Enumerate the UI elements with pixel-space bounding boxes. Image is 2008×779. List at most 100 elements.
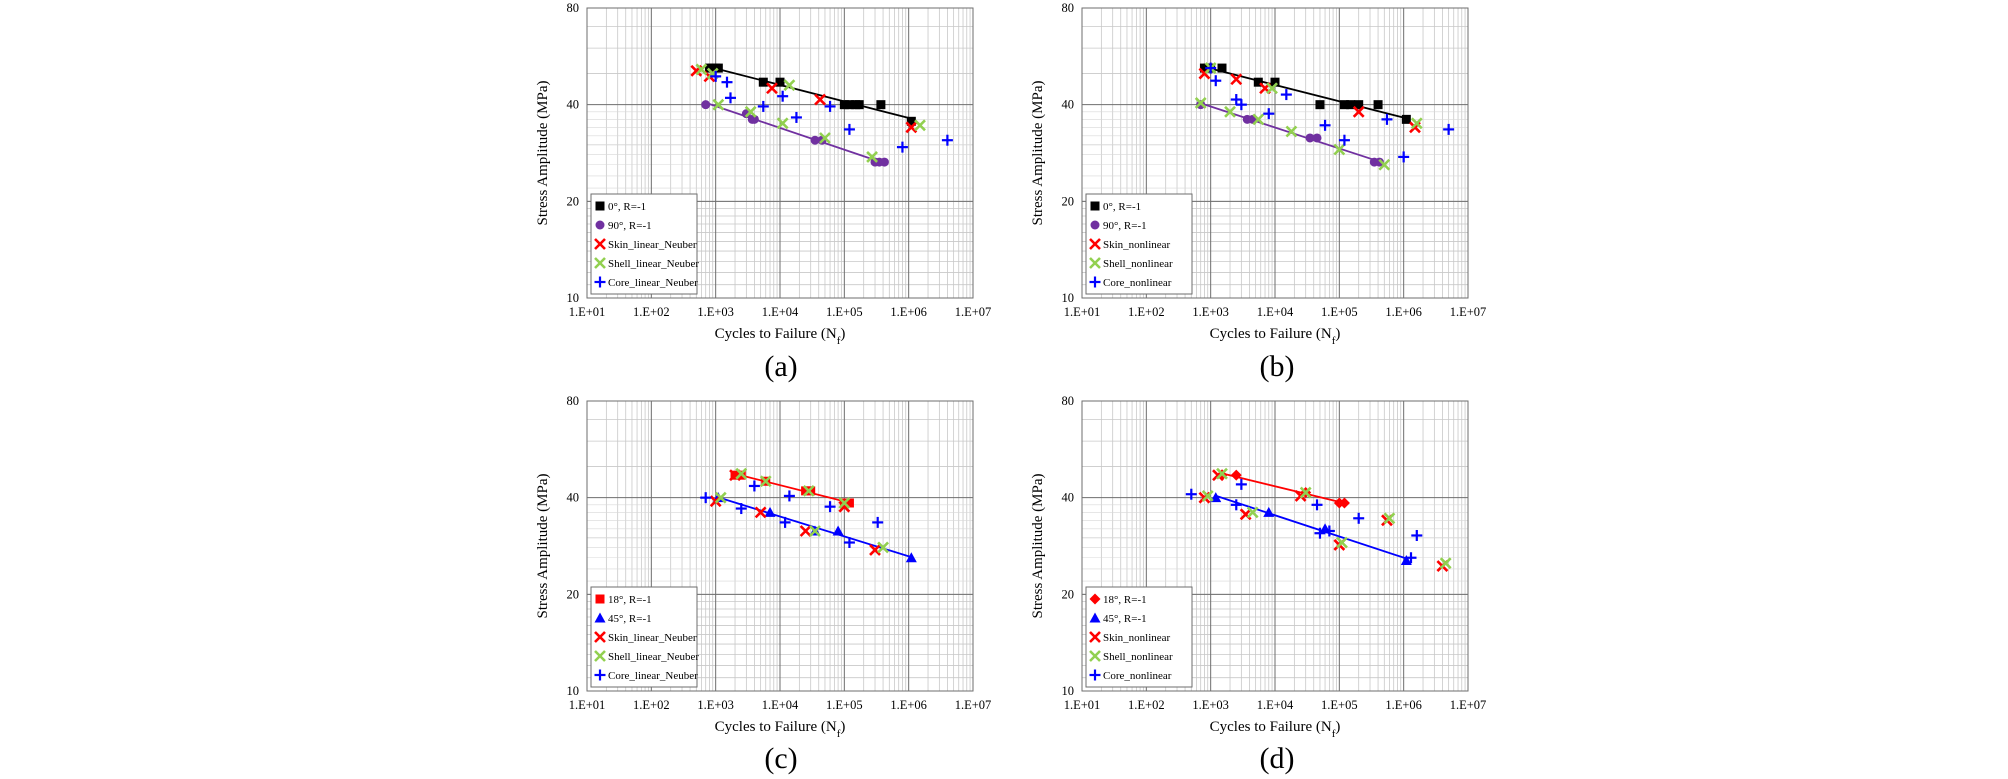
legend: 0°, R=-1 90°, R=-1 Skin_nonlinear Shell_non… — [1085, 193, 1193, 295]
data-point — [799, 525, 812, 537]
data-point — [854, 100, 864, 110]
data-point — [764, 506, 776, 517]
data-point — [1253, 77, 1263, 87]
data-point — [1381, 113, 1393, 125]
data-point — [1338, 497, 1350, 509]
data-point — [1235, 99, 1247, 111]
data-point — [914, 119, 926, 132]
y-tick-label: 40 — [567, 98, 580, 112]
data-point — [1266, 82, 1278, 95]
data-point — [872, 516, 884, 528]
x-tick-label: 1.E+03 — [697, 305, 734, 319]
y-axis-label: Stress Amplitude (MPa) — [1030, 80, 1046, 225]
legend-marker — [594, 650, 606, 662]
legend-label: Shell_linear_Neuber — [608, 258, 699, 270]
data-point — [790, 111, 802, 123]
data-point — [1280, 89, 1292, 101]
y-tick-label: 20 — [567, 587, 580, 601]
x-tick-label: 1.E+02 — [1128, 305, 1165, 319]
legend-label: 45°, R=-1 — [608, 613, 652, 625]
legend-marker — [594, 238, 606, 250]
legend-label: Skin_linear_Neuber — [608, 632, 697, 644]
data-point — [1205, 62, 1217, 74]
x-axis-label: Cycles to Failure (Nf) — [1210, 719, 1341, 740]
y-tick-label: 20 — [567, 194, 580, 208]
data-point — [1299, 486, 1312, 499]
legend-label: Shell_linear_Neuber — [608, 651, 699, 663]
data-point — [866, 151, 879, 163]
data-point — [1263, 506, 1275, 517]
data-point — [713, 63, 723, 73]
legend-marker — [594, 276, 606, 288]
x-tick-label: 1.E+07 — [1450, 305, 1487, 319]
data-point — [783, 79, 796, 92]
data-point — [724, 92, 736, 104]
legend-marker — [1089, 276, 1101, 288]
x-tick-label: 1.E+04 — [762, 698, 799, 712]
legend-marker — [1089, 257, 1101, 269]
x-tick-label: 1.E+06 — [890, 305, 927, 319]
data-point — [1185, 488, 1197, 500]
data-point — [905, 552, 917, 563]
data-point — [1230, 94, 1242, 106]
data-point — [905, 121, 918, 134]
y-tick-label: 10 — [1062, 291, 1075, 305]
data-point — [1230, 469, 1242, 481]
y-tick-label: 10 — [1062, 684, 1075, 698]
legend-label: Shell_nonlinear — [1103, 258, 1173, 270]
x-tick-label: 1.E+03 — [697, 698, 734, 712]
x-tick-label: 1.E+04 — [1257, 698, 1294, 712]
data-point — [1252, 113, 1265, 126]
legend-marker — [1089, 593, 1101, 605]
data-point — [824, 501, 836, 513]
data-point — [1194, 97, 1207, 109]
data-point — [777, 90, 789, 102]
data-point — [1378, 158, 1391, 171]
data-point — [712, 98, 725, 111]
plot-frame — [1081, 400, 1469, 692]
x-tick-label: 1.E+07 — [955, 698, 992, 712]
x-tick-label: 1.E+03 — [1192, 698, 1229, 712]
plot-frame — [1081, 7, 1469, 299]
x-tick-label: 1.E+05 — [1321, 698, 1358, 712]
legend-marker — [1090, 201, 1100, 211]
legend-label: 90°, R=-1 — [608, 220, 652, 232]
data-point — [1398, 151, 1410, 163]
chart-c: 1.E+01 1.E+02 1.E+03 1.E+04 1.E+05 1.E+06 1.E+… — [535, 394, 991, 740]
data-point — [721, 76, 733, 88]
data-point — [824, 100, 836, 112]
data-point — [1411, 529, 1423, 541]
data-point — [810, 135, 820, 145]
x-axis-label: Cycles to Failure (Nf) — [715, 326, 846, 347]
data-point — [1235, 478, 1247, 490]
data-point — [838, 500, 851, 513]
x-tick-label: 1.E+07 — [955, 305, 992, 319]
trendline — [1215, 494, 1407, 560]
data-point — [783, 490, 795, 502]
legend-marker — [1089, 238, 1101, 250]
data-point — [779, 516, 791, 528]
data-point — [801, 486, 811, 496]
data-point — [695, 63, 708, 76]
y-tick-label: 10 — [567, 291, 580, 305]
plot-frame — [586, 7, 974, 299]
data-point — [1373, 100, 1383, 110]
data-point — [759, 475, 772, 488]
x-tick-label: 1.E+07 — [1450, 698, 1487, 712]
data-point — [1400, 554, 1412, 565]
legend-marker — [594, 669, 606, 681]
y-tick-label: 80 — [1062, 394, 1075, 408]
data-point — [1246, 506, 1259, 519]
chart-a: 1.E+01 1.E+02 1.E+03 1.E+04 1.E+05 1.E+06 1.E+… — [535, 1, 991, 347]
legend-marker — [595, 201, 605, 211]
x-tick-label: 1.E+01 — [1064, 305, 1101, 319]
data-point — [744, 105, 757, 118]
data-point — [1405, 552, 1417, 564]
data-point — [806, 486, 816, 496]
data-point — [1333, 143, 1346, 156]
data-point — [700, 492, 712, 504]
y-tick-label: 40 — [1062, 98, 1075, 112]
data-point — [775, 77, 785, 87]
